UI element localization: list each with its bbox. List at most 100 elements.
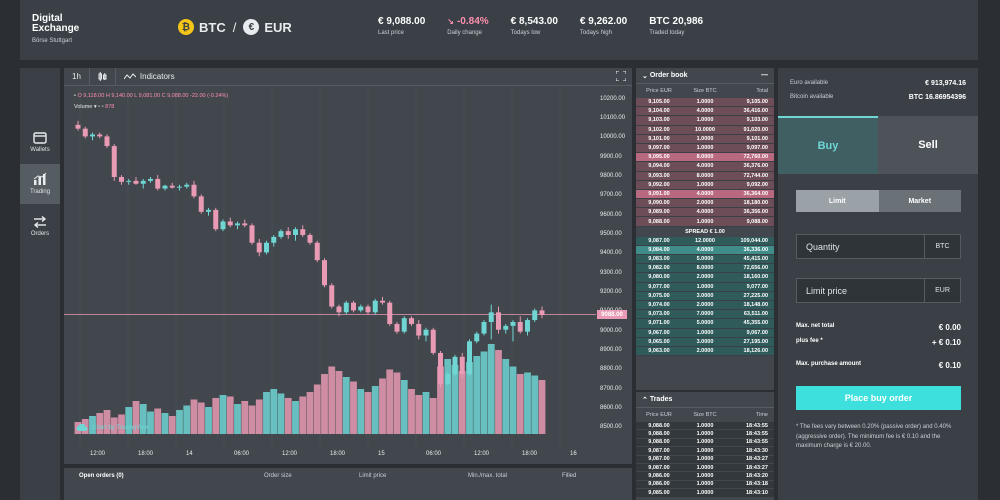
ask-row[interactable]: 9,089.00 4.0000 36,356.00 xyxy=(636,208,774,218)
bid-row[interactable]: 9,065.00 3.0000 27,195.00 xyxy=(636,337,774,347)
trade-size: 1.0000 xyxy=(696,464,714,471)
trading-pair[interactable]: ₿ BTC / € EUR xyxy=(178,19,292,35)
volume-bar xyxy=(190,399,198,434)
ask-row[interactable]: 9,102.00 10.0000 91,020.00 xyxy=(636,125,774,135)
trade-size: 1.0000 xyxy=(696,456,714,463)
candle-body xyxy=(409,318,414,324)
market-order-button[interactable]: Market xyxy=(878,190,961,212)
quantity-unit: BTC xyxy=(925,234,961,259)
tradingview-credit[interactable]: Chart by TradingView xyxy=(76,424,149,432)
nav-item-wallets[interactable]: Wallets xyxy=(20,122,60,162)
nav-item-orders[interactable]: Orders xyxy=(20,206,60,246)
time-tick-label: 15 xyxy=(378,451,385,457)
buy-tab[interactable]: Buy xyxy=(778,116,878,174)
bid-total: 18,160.00 xyxy=(743,274,768,281)
volume-bar xyxy=(125,407,133,434)
bid-total: 45,355.00 xyxy=(743,320,768,327)
bid-row[interactable]: 9,077.00 1.0000 9,077.00 xyxy=(636,282,774,292)
fullscreen-icon[interactable] xyxy=(616,71,626,81)
nav-item-trading[interactable]: Trading xyxy=(20,164,60,204)
trades-header[interactable]: ⌃ Trades xyxy=(636,392,774,408)
open-orders-title[interactable]: Open orders (0) xyxy=(79,473,124,479)
col-order-size[interactable]: Order size xyxy=(264,473,292,479)
price-tick-label: 9400.00 xyxy=(600,250,622,257)
sell-tab[interactable]: Sell xyxy=(878,116,978,174)
limit-price-field[interactable]: Limit price EUR xyxy=(796,278,961,303)
order-book-header[interactable]: ⌄ Order book — xyxy=(636,68,774,84)
bid-price: 9,063.00 xyxy=(648,347,670,354)
ask-total: 9,092.00 xyxy=(746,181,768,188)
volume-bar xyxy=(241,401,249,434)
bid-row[interactable]: 9,084.00 4.0000 36,336.00 xyxy=(636,245,774,255)
ask-row[interactable]: 9,097.00 1.0000 9,097.00 xyxy=(636,143,774,154)
volume-bar xyxy=(480,351,488,434)
trade-size: 1.0000 xyxy=(696,489,714,496)
col-filled[interactable]: Filled xyxy=(562,473,577,479)
bid-row[interactable]: 9,063.00 2.0000 18,126.00 xyxy=(636,346,774,357)
bid-total: 27,195.00 xyxy=(743,338,768,345)
volume-bar xyxy=(400,380,408,434)
ask-row[interactable]: 9,103.00 1.0000 9,103.00 xyxy=(636,116,774,126)
trade-price: 9,087.00 xyxy=(648,447,670,454)
quantity-field[interactable]: Quantity BTC xyxy=(796,234,961,259)
ask-row[interactable]: 9,091.00 4.0000 36,364.00 xyxy=(636,189,774,200)
price-axis: 10200.00 10100.00 10000.00 9900.00 9800.00 97… xyxy=(596,86,632,446)
volume-bar xyxy=(437,366,444,434)
last-price-marker: 9088.00 xyxy=(597,310,627,320)
bid-row[interactable]: 9,080.00 2.0000 18,160.00 xyxy=(636,273,774,283)
quantity-input[interactable]: Quantity xyxy=(796,234,925,259)
bid-price: 9,084.00 xyxy=(648,246,670,253)
trade-price: 9,085.00 xyxy=(648,489,670,496)
volume-bar xyxy=(502,359,510,434)
logo-line-1: Digital xyxy=(32,13,63,24)
bid-row[interactable]: 9,075.00 3.0000 27,225.00 xyxy=(636,291,774,301)
col-limit-price[interactable]: Limit price xyxy=(359,473,387,479)
bid-row[interactable]: 9,074.00 2.0000 18,148.00 xyxy=(636,300,774,311)
trade-row: 9,086.00 1.0000 18:43:18 xyxy=(636,480,774,490)
trade-row: 9,087.00 1.0000 18:43:27 xyxy=(636,455,774,464)
minimize-icon[interactable]: — xyxy=(761,72,768,79)
ask-price: 9,090.00 xyxy=(648,200,670,207)
bid-row[interactable]: 9,087.00 12.0000 109,044.00 xyxy=(636,236,774,246)
nav-label: Wallets xyxy=(30,146,50,153)
ask-row[interactable]: 9,088.00 1.0000 9,088.00 xyxy=(636,217,774,227)
indicators-button[interactable]: Indicators xyxy=(116,68,183,86)
bid-row[interactable]: 9,067.00 1.0000 9,067.00 xyxy=(636,328,774,338)
exchange-logo[interactable]: Digital Exchange Börse Stuttgart xyxy=(32,14,79,46)
trade-row: 9,088.00 1.0000 18:43:55 xyxy=(636,438,774,448)
ask-row[interactable]: 9,092.00 1.0000 9,092.00 xyxy=(636,180,774,190)
bid-size: 3.0000 xyxy=(696,292,714,299)
candle-body xyxy=(467,341,472,375)
bid-row[interactable]: 9,082.00 8.0000 72,656.00 xyxy=(636,264,774,274)
chart-type-button[interactable] xyxy=(90,67,116,86)
ask-row[interactable]: 9,101.00 1.0000 9,101.00 xyxy=(636,134,774,144)
candle-body xyxy=(90,134,95,137)
ask-row[interactable]: 9,105.00 1.0000 9,105.00 xyxy=(636,98,774,108)
bid-row[interactable]: 9,071.00 5.0000 45,355.00 xyxy=(636,319,774,329)
bid-size: 4.0000 xyxy=(696,246,714,253)
ask-row[interactable]: 9,104.00 4.0000 36,416.00 xyxy=(636,107,774,117)
interval-selector[interactable]: 1h xyxy=(64,67,90,86)
bid-row[interactable]: 9,083.00 5.0000 45,415.00 xyxy=(636,255,774,265)
candle-body xyxy=(271,236,277,243)
ask-row[interactable]: 9,093.00 8.0000 72,744.00 xyxy=(636,171,774,181)
price-tick-label: 9600.00 xyxy=(600,211,622,218)
limit-order-button[interactable]: Limit xyxy=(796,190,879,212)
ask-row[interactable]: 9,095.00 8.0000 72,760.00 xyxy=(636,153,774,163)
stat-todays-low: € 8,543.00 Todays low xyxy=(510,16,558,36)
ask-size: 1.0000 xyxy=(696,145,714,152)
col-min-max-total[interactable]: Min./max. total xyxy=(468,473,508,479)
limit-price-input[interactable]: Limit price xyxy=(796,278,925,303)
candlestick-chart[interactable] xyxy=(64,86,596,446)
chevron-up-icon: ⌃ xyxy=(642,396,650,404)
volume-bar xyxy=(538,380,546,434)
candle-body xyxy=(322,260,327,286)
place-buy-order-button[interactable]: Place buy order xyxy=(796,386,961,410)
bid-row[interactable]: 9,073.00 7.0000 63,511.00 xyxy=(636,310,774,320)
candle-body xyxy=(510,322,516,326)
bid-price: 9,083.00 xyxy=(648,256,670,263)
stat-traded-today: BTC 20,986 Traded today xyxy=(649,16,704,36)
ask-row[interactable]: 9,090.00 2.0000 18,180.00 xyxy=(636,199,774,209)
candle-body xyxy=(474,333,480,342)
ask-row[interactable]: 9,094.00 4.0000 36,376.00 xyxy=(636,162,774,172)
